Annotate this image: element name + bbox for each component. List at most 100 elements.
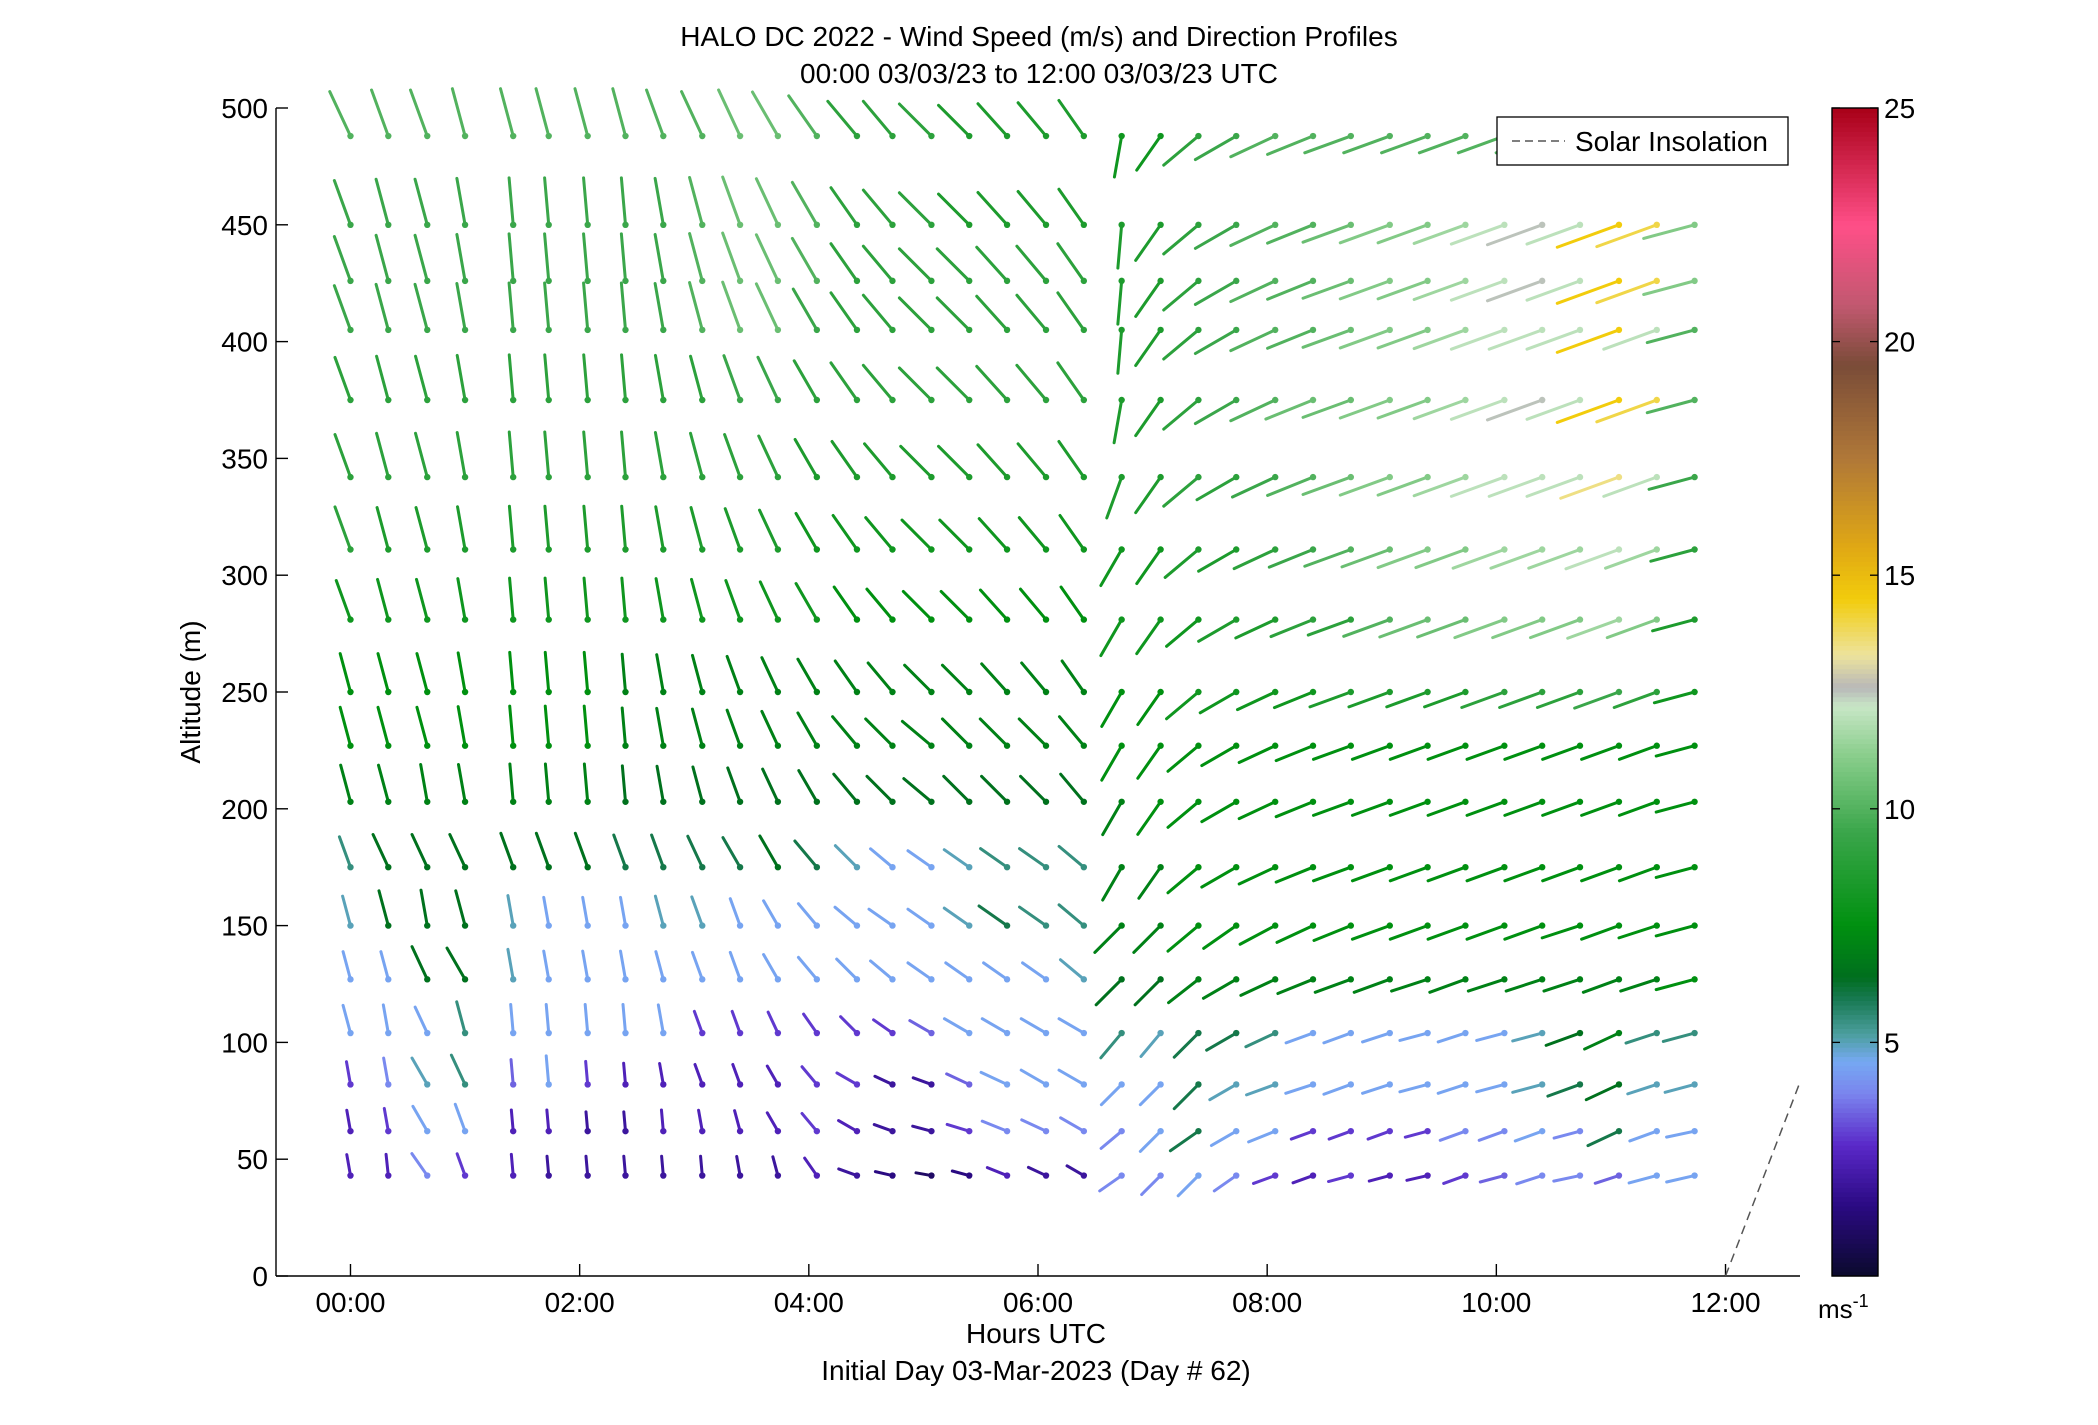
wind-barb-shaft <box>1403 1129 1430 1139</box>
wind-barb-shaft <box>622 1154 627 1178</box>
wind-barb-base <box>424 616 431 623</box>
wind-barb-shaft <box>761 767 780 804</box>
wind-barb-base <box>1271 798 1279 805</box>
wind-barb-shaft <box>1165 618 1200 648</box>
wind-barb-base <box>1576 1127 1584 1135</box>
wind-barb-shaft <box>1647 475 1697 491</box>
colorbar-strip <box>1832 1056 1878 1062</box>
wind-barb-base <box>1003 221 1011 228</box>
wind-barb-shaft <box>1238 924 1277 946</box>
wind-barb-base <box>928 1172 935 1179</box>
colorbar-strip <box>1832 995 1878 1001</box>
wind-barb-shaft <box>1340 548 1392 569</box>
wind-barb-shaft <box>1015 363 1048 402</box>
wind-barb-base <box>660 1081 667 1088</box>
x-axis-label: Hours UTC <box>966 1318 1106 1349</box>
wind-barb-shaft <box>1100 690 1124 728</box>
wind-barb-base <box>1501 864 1508 871</box>
wind-barb-base <box>774 864 782 871</box>
colorbar-strip <box>1832 350 1878 357</box>
wind-barb-base <box>1424 221 1431 228</box>
wind-barb-shaft <box>1134 279 1163 318</box>
wind-barb-shaft <box>1275 924 1315 944</box>
colorbar-strip <box>1832 804 1878 810</box>
wind-barb-base <box>1003 546 1011 553</box>
colorbar-strip <box>1832 846 1878 852</box>
wind-barb-base <box>1042 546 1050 553</box>
colorbar-strip <box>1832 1065 1878 1072</box>
wind-barb-shaft <box>1528 618 1582 640</box>
wind-barb-shaft <box>1099 1082 1124 1107</box>
colorbar-strip <box>1832 299 1878 305</box>
wind-barb-base <box>1118 473 1125 481</box>
colorbar-strip <box>1832 374 1878 380</box>
wind-barb-shaft <box>341 1003 352 1035</box>
wind-barb-shaft <box>937 192 971 227</box>
colorbar-strip <box>1832 1042 1878 1048</box>
wind-barb-shaft <box>911 1124 933 1133</box>
wind-barb-base <box>1691 864 1698 871</box>
wind-barb-shaft <box>1099 548 1124 588</box>
colorbar-strip <box>1832 210 1878 217</box>
wind-barb-base <box>509 277 517 285</box>
wind-barb-shaft <box>374 282 390 332</box>
wind-barb-base <box>1538 1127 1546 1135</box>
wind-barb-base <box>1424 1081 1431 1088</box>
wind-barb-shaft <box>1642 223 1697 240</box>
colorbar-strip <box>1832 243 1878 249</box>
colorbar-frame <box>1831 107 1879 1277</box>
colorbar-strip <box>1832 584 1878 590</box>
wind-barb-base <box>1271 864 1279 871</box>
wind-barb-base <box>424 976 431 983</box>
wind-barb-base <box>813 473 821 481</box>
wind-barb-shaft <box>1232 548 1277 571</box>
colorbar-strip <box>1832 467 1878 474</box>
wind-barb-shaft <box>1132 924 1163 954</box>
wind-barb-shaft <box>691 765 704 804</box>
wind-barb-shaft <box>686 834 704 869</box>
wind-barb-shaft <box>944 961 971 981</box>
wind-barb-base <box>853 546 861 553</box>
wind-barb-base <box>1615 326 1623 334</box>
y-tick-label: 350 <box>221 443 268 474</box>
wind-barb-shaft <box>1162 279 1200 312</box>
wind-barb-base <box>347 132 354 140</box>
wind-barb-shaft <box>534 87 551 138</box>
y-tick-label: 450 <box>221 210 268 241</box>
wind-barb-shaft <box>1405 1174 1430 1182</box>
wind-barb-base <box>1195 742 1202 749</box>
wind-barb-base <box>660 473 667 481</box>
wind-barb-shaft <box>654 950 665 981</box>
wind-barb-base <box>1615 798 1623 805</box>
wind-barb-shaft <box>332 235 352 283</box>
wind-barb-base <box>1118 277 1125 285</box>
colorbar-strip <box>1832 939 1878 945</box>
colorbar-strip <box>1832 1145 1878 1151</box>
wind-barb-base <box>1501 277 1508 285</box>
colorbar-strip <box>1832 131 1878 137</box>
wind-barb-shaft <box>945 1072 971 1086</box>
wind-barb-base <box>1195 616 1202 623</box>
wind-barb-base <box>1271 976 1279 983</box>
wind-barb-shaft <box>1661 1031 1697 1043</box>
wind-barb-base <box>545 864 552 871</box>
wind-barb-base <box>928 1127 935 1135</box>
wind-barb-base <box>1538 473 1546 481</box>
wind-barb-base <box>461 1081 469 1088</box>
wind-barb-shaft <box>800 1065 819 1086</box>
colorbar-strip <box>1832 607 1878 614</box>
colorbar-strip <box>1832 1093 1878 1100</box>
wind-barb-base <box>1424 864 1431 871</box>
wind-barb-base <box>509 922 517 929</box>
colorbar-strip <box>1832 369 1878 375</box>
colorbar-strip <box>1832 1089 1878 1095</box>
wind-barb-base <box>853 132 861 140</box>
wind-barb-base <box>545 1127 552 1135</box>
chart-title-line2: 00:00 03/03/23 to 12:00 03/03/23 UTC <box>800 58 1278 89</box>
wind-barb-base <box>1080 326 1088 334</box>
wind-barb-shaft <box>940 717 971 748</box>
wind-barb-base <box>1157 1172 1164 1179</box>
wind-barb-shaft <box>419 762 429 804</box>
wind-barb-shaft <box>1491 618 1544 640</box>
wind-barb-shaft <box>619 895 627 928</box>
